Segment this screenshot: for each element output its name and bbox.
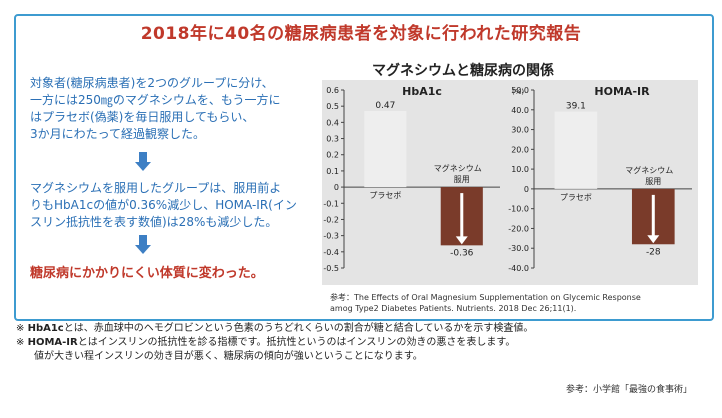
category-label-placebo: プラセボ <box>369 191 401 200</box>
decrease-arrow-icon <box>455 236 468 245</box>
y-tick-label: 0.2 <box>326 151 339 160</box>
y-tick-label: -0.5 <box>323 264 339 273</box>
category-label-magnesium: 服用 <box>645 177 661 186</box>
reference-line: 参考：The Effects of Oral Magnesium Supplem… <box>330 293 641 302</box>
category-label-magnesium: マグネシウム <box>434 163 482 173</box>
note-term: HbA1c <box>27 323 64 334</box>
footnote-hba1c: ※ HbA1cとは、赤血球中のヘモグロビンという色素のうちどれくらいの割合が糖と… <box>16 322 706 336</box>
chart-section-title: マグネシウムと糖尿病の関係 <box>372 63 554 79</box>
note-mark: ※ <box>16 337 25 348</box>
y-tick-label: -20.0 <box>508 224 529 233</box>
result-line: りもHbA1cの値が0.36%減少し、HOMA-IR(イン <box>30 198 297 212</box>
note-mark: ※ <box>16 323 25 334</box>
result-line: スリン抵抗性を表す数値)は28%も減少した。 <box>30 215 278 229</box>
y-tick-label: 50.0 <box>511 86 529 95</box>
footnotes: ※ HbA1cとは、赤血球中のヘモグロビンという色素のうちどれくらいの割合が糖と… <box>16 322 706 364</box>
chart-title: HbA1c <box>402 85 442 98</box>
study-result: マグネシウムを服用したグループは、服用前よ りもHbA1cの値が0.36%減少し… <box>30 180 322 231</box>
reference-citation: 参考：The Effects of Oral Magnesium Supplem… <box>330 292 702 314</box>
footnote-continuation: 値が大きい程インスリンの効き目が悪く、糖尿病の傾向が強いということになります。 <box>34 351 423 362</box>
footnote-homa-ir: ※ HOMA-IRとはインスリンの抵抗性を診る指標です。抵抗性というのはインスリ… <box>16 336 706 350</box>
y-tick-label: 0 <box>334 183 339 192</box>
category-label-magnesium: 服用 <box>454 175 470 184</box>
bar-placebo <box>554 111 598 189</box>
y-tick-label: 0.5 <box>326 102 339 111</box>
y-tick-label: 0 <box>524 185 529 194</box>
y-tick-label: 0.3 <box>326 135 339 144</box>
y-tick-label: -10.0 <box>508 205 529 214</box>
category-label-magnesium: マグネシウム <box>625 165 673 175</box>
conclusion-text: 糖尿病にかかりにくい体質に変わった。 <box>30 266 264 281</box>
page-title: 2018年に40名の糖尿病患者を対象に行われた研究報告 <box>140 24 582 44</box>
y-tick-label: -40.0 <box>508 264 529 273</box>
y-tick-label: -30.0 <box>508 244 529 253</box>
value-label: -0.36 <box>450 248 474 258</box>
y-unit-label: (%) <box>512 88 524 96</box>
decrease-arrow-icon <box>647 235 660 244</box>
study-description: 対象者(糖尿病患者)を2つのグループに分け、 一方には250㎎のマグネシウムを、… <box>30 75 315 143</box>
charts-svg: HbA1c 0.6 0.5 0.4 0.3 0.2 0.1 0 -0.1 -0.2 -0.3 -0.4… <box>323 85 692 273</box>
category-label-placebo: プラセボ <box>560 193 592 202</box>
intro-line: 3か月にわたって経過観察した。 <box>30 127 206 141</box>
y-tick-label: 20.0 <box>511 145 529 154</box>
y-tick-label: 40.0 <box>511 106 529 115</box>
y-tick-label: 0.4 <box>326 118 339 127</box>
value-label: 0.47 <box>375 101 395 111</box>
chart-title: HOMA-IR <box>594 85 650 98</box>
down-arrow-icon <box>135 235 151 254</box>
intro-line: はプラセボ(偽薬)を毎日服用してもらい、 <box>30 110 255 124</box>
value-label: -28 <box>646 247 661 257</box>
y-tick-label: 30.0 <box>511 126 529 135</box>
y-tick-label: 0.6 <box>326 86 339 95</box>
y-tick-label: -0.1 <box>323 199 339 208</box>
value-label: 39.1 <box>566 102 586 112</box>
y-tick-label: -0.4 <box>323 248 339 257</box>
bar-placebo <box>364 111 407 188</box>
note-term: HOMA-IR <box>27 337 78 348</box>
reference-line: amog Type2 Diabetes Patients. Nutrients.… <box>330 304 577 313</box>
result-line: マグネシウムを服用したグループは、服用前よ <box>30 181 282 195</box>
chart-panel: HbA1c 0.6 0.5 0.4 0.3 0.2 0.1 0 -0.1 -0.2 -0.3 -0.4… <box>322 80 698 285</box>
y-tick-label: 10.0 <box>511 165 529 174</box>
intro-line: 対象者(糖尿病患者)を2つのグループに分け、 <box>30 76 274 90</box>
down-arrow-icon <box>135 152 151 171</box>
note-text: とはインスリンの抵抗性を診る指標です。抵抗性というのはインスリンの効きの悪さを表… <box>77 337 516 348</box>
y-tick-label: -0.3 <box>323 232 339 241</box>
source-credit: 参考：小学館「最強の食事術」 <box>565 385 692 395</box>
intro-line: 一方には250㎎のマグネシウムを、もう一方に <box>30 93 281 107</box>
y-tick-label: 0.1 <box>326 167 339 176</box>
note-text: とは、赤血球中のヘモグロビンという色素のうちどれくらいの割合が糖と結合しているか… <box>63 323 534 334</box>
y-tick-label: -0.2 <box>323 215 339 224</box>
